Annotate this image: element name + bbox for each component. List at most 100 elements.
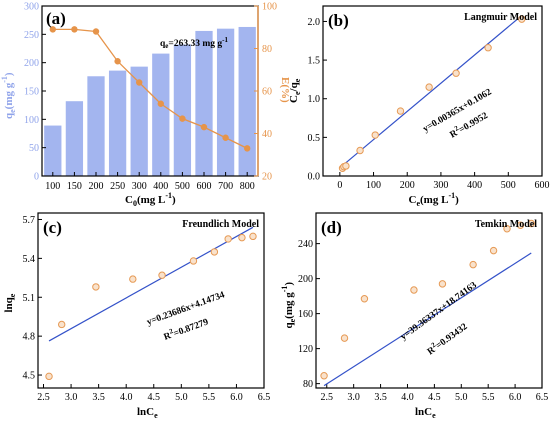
panel-a-bar (108, 70, 127, 176)
panel-d-model-title: Temkin Model (475, 219, 537, 230)
panel-d-frame (315, 212, 543, 389)
panel-d-data-point (527, 219, 535, 228)
panel-b-fit-line (342, 15, 523, 166)
panel-d-data-point (438, 280, 447, 288)
panel-b-xlabel-rest: (mg L (420, 194, 448, 206)
panel-b-ytick-label: 0.0 (308, 172, 321, 183)
panel-d-data-point (516, 221, 525, 229)
panel-a-annotation: qe=263.33 mg g-1 (160, 36, 228, 50)
panel-b-r2-main: R (449, 128, 460, 140)
panel-b-ylabel-sub2: e (293, 78, 302, 82)
panel-a-efficiency-point (49, 26, 56, 33)
panel-a-bar (44, 125, 62, 176)
panel-a-xtick-label: 200 (89, 181, 104, 192)
panel-c-data-point (129, 275, 137, 283)
panel-c-xlabel-sub: e (154, 411, 158, 420)
panel-c-ytick-label: 4.8 (23, 332, 36, 343)
panel-d-ylabel-end: ) (283, 282, 295, 286)
panel-d-ytick-label: 200 (298, 274, 313, 285)
panel-a-xtick-label: 250 (110, 181, 125, 192)
panel-d-ylabel-rest: (mg g (283, 292, 295, 319)
panel-b-model-title: Langmuir Model (464, 12, 537, 23)
panel-a-bar (195, 30, 213, 176)
panel-c-ylabel: lnqe (3, 293, 17, 312)
panel-b-xtick-label: 600 (535, 180, 550, 191)
panel-a-bar (152, 53, 170, 176)
panel-a-xtick-label: 150 (67, 181, 82, 192)
panel-a-ytick-left-label: 100 (24, 115, 39, 126)
panel-c-xlabel: lnCe (137, 406, 158, 420)
panel-c-data-point (210, 248, 219, 256)
panel-a-efficiency-point (179, 115, 186, 122)
panel-d-data-point (360, 295, 369, 303)
panel-c-r2-rest: =0.87279 (172, 317, 210, 339)
panel-c-ylabel-sub: e (8, 293, 17, 297)
panel-c-model-title: Freundlich Model (182, 219, 259, 230)
panel-c-ytick-label: 5.4 (23, 254, 36, 265)
panel-b-xlabel: Ce(mg L-1) (409, 191, 460, 208)
panel-a-bar (216, 28, 235, 176)
panel-a-efficiency-point (92, 28, 100, 35)
panel-a-xtick-label: 700 (218, 181, 233, 192)
panel-b-data-point (452, 69, 460, 77)
panel-b-xtick-label: 300 (433, 180, 448, 191)
panel-b-ylabel-main: C (288, 95, 300, 103)
panel-a-efficiency-point (200, 123, 208, 131)
panel-a-xlabel-rest: (mg L (137, 194, 165, 206)
panel-d-r2: R2=0.93432 (424, 319, 470, 357)
panel-a-ylabel-left-end: ) (3, 72, 15, 76)
panel-d-r2-sup: 2 (430, 341, 438, 350)
panel-d-data-point (503, 225, 511, 233)
panel-a-ytick-right-label: 60 (262, 87, 272, 98)
panel-a-ytick-left-label: 50 (29, 143, 39, 154)
panel-a-ytick-right-label: 20 (262, 172, 272, 183)
panel-c-data-point (189, 257, 198, 265)
panel-d-ytick-label: 240 (298, 239, 313, 250)
panel-b-xtick-label: 0 (337, 180, 342, 191)
panel-a-chart: 100 150 200 250 300 400 500 600 700 8000501001502… (0, 2, 291, 209)
panel-a-ylabel-left-sub: e (8, 109, 17, 113)
panel-c-frame (37, 212, 265, 389)
panel-c-xtick-label: 2.5 (37, 392, 50, 403)
panel-a-ytick-left-label: 200 (24, 58, 39, 69)
panel-d-ylabel-main: q (283, 322, 295, 329)
panel-c-xtick-label: 6.0 (230, 392, 243, 403)
panel-b-data-point (425, 83, 433, 91)
panel-c-equation: y=0.23686x+4.14734 (146, 290, 227, 328)
panel-a-ylabel-right: E(%) (279, 77, 291, 103)
panel-c-data-point (249, 232, 257, 241)
panel-d-xtick-label: 2.5 (321, 392, 334, 403)
panel-a-efficiency-point (71, 26, 78, 33)
panel-a-xlabel: C0(mg L-1) (125, 191, 176, 208)
panel-a-bar (65, 101, 84, 176)
panel-a-xtick-label: 100 (45, 181, 60, 192)
panel-a-ylabel-left-main: q (3, 112, 15, 119)
panel-a-xlabel-main: C (125, 194, 133, 206)
panel-c-ylabel-main: lnq (3, 296, 15, 312)
panel-a-ylabel-left-sup: -1 (0, 76, 9, 83)
panel-c-data-point (158, 271, 166, 279)
panel-a-ytick-right-label: 80 (262, 44, 272, 55)
panel-b-panel-label: (b) (328, 11, 349, 30)
panel-b-ytick-label: 0.5 (308, 133, 321, 144)
panel-b-data-point (396, 107, 405, 115)
panel-a-ytick-left-label: 0 (34, 172, 39, 183)
panel-d-ytick-label: 160 (298, 309, 313, 320)
panel-d-xtick-label: 3.0 (347, 392, 360, 403)
panel-a-annotation-rest: =263.33 mg g (168, 39, 222, 49)
panel-b-xtick-label: 100 (366, 180, 381, 191)
panel-c-ytick-label: 4.5 (23, 371, 36, 382)
panel-b-xlabel-main: C (409, 194, 417, 206)
panel-a-efficiency-point (136, 79, 143, 86)
panel-b-data-point (371, 131, 379, 139)
panel-c-r2-main: R (163, 331, 173, 343)
panel-a-bar (238, 26, 256, 176)
panel-b-frame (322, 5, 543, 177)
panel-d-xtick-label: 5.5 (482, 392, 495, 403)
panel-a-xtick-label: 300 (132, 181, 147, 192)
panel-d-xlabel: lnCe (415, 406, 436, 420)
panel-d-xtick-label: 4.5 (428, 392, 441, 403)
panel-b-ylabel: Ce/qe (288, 78, 302, 103)
panel-b-xtick-label: 400 (467, 180, 482, 191)
panel-b-data-point (356, 146, 364, 155)
